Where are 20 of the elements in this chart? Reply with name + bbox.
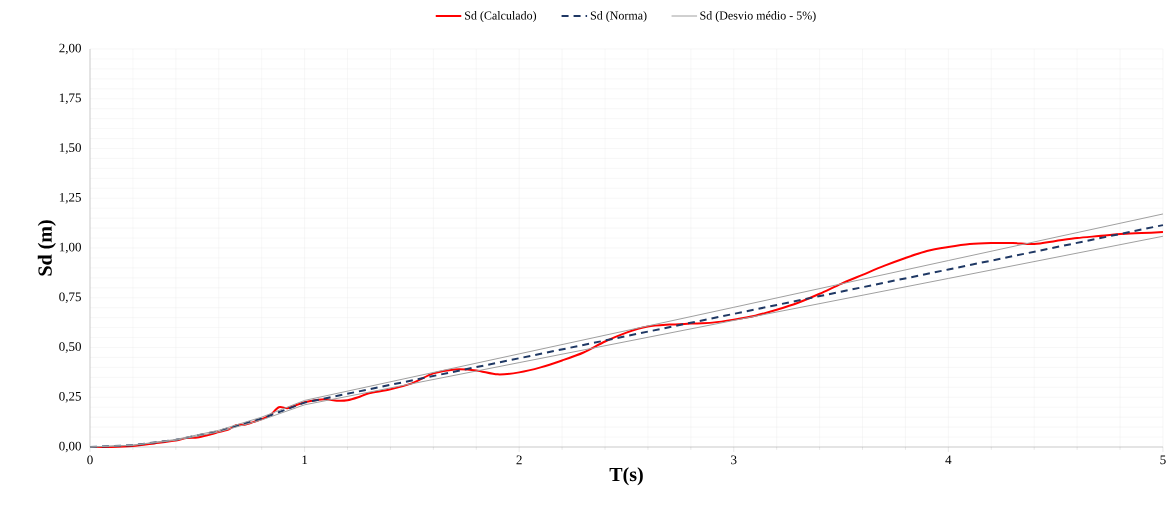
y-tick-label: 1,00 [59,242,81,254]
x-axis-title: T(s) [609,467,643,486]
x-tick-label: 4 [945,455,952,465]
y-tick-label: 1,25 [59,192,81,204]
x-tick-label: 3 [731,455,737,465]
x-tick-label: 2 [516,455,522,465]
y-tick-label: 1,75 [59,93,81,105]
y-tick-label: 0,75 [59,292,81,304]
y-tick-label: 0,25 [59,391,81,403]
y-tick-label: 2,00 [59,43,81,55]
x-tick-label: 5 [1160,455,1166,465]
x-tick-label: 0 [87,455,93,465]
y-tick-label: 1,50 [59,143,81,154]
legend-label: Sd (Calculado) [465,11,537,22]
legend-label: Sd (Norma) [590,11,647,22]
x-tick-label: 1 [302,455,308,465]
y-axis-title: Sd (m) [37,220,56,276]
legend-label: Sd (Desvio médio - 5%) [700,11,816,22]
y-tick-label: 0,50 [59,342,81,353]
y-tick-label: 0,00 [59,441,81,453]
